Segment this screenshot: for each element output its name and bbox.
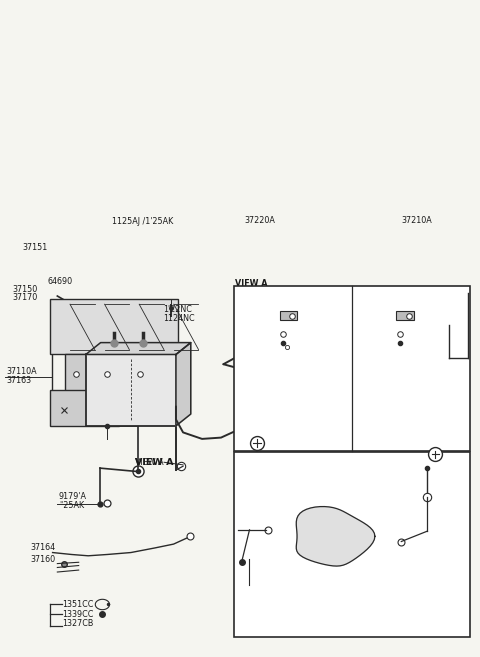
Bar — [234, 452, 470, 637]
Polygon shape — [86, 342, 191, 355]
Text: -930302: -930302 — [236, 293, 265, 299]
Text: 37270: 37270 — [237, 499, 260, 505]
Text: 37170: 37170 — [12, 294, 37, 302]
Text: 37255: 37255 — [353, 304, 378, 312]
Text: 64690: 64690 — [48, 277, 73, 286]
Text: 37150: 37150 — [12, 285, 37, 294]
Bar — [50, 390, 119, 426]
Bar — [50, 300, 179, 355]
Text: 37210A: 37210A — [401, 215, 432, 225]
Text: 37220A: 37220A — [245, 215, 276, 225]
Text: 930302-: 930302- — [353, 293, 382, 299]
Text: 1327CB: 1327CB — [62, 620, 94, 629]
Polygon shape — [296, 507, 375, 566]
Text: 1339CD: 1339CD — [236, 332, 264, 338]
Text: VIFW A: VIFW A — [235, 279, 268, 288]
Bar — [396, 311, 414, 321]
Text: ''25AK: ''25AK — [59, 501, 84, 510]
Text: (COWL TOP PNL): (COWL TOP PNL) — [340, 533, 397, 539]
Text: 37110A: 37110A — [7, 367, 37, 376]
Text: 1'22NC: 1'22NC — [163, 305, 192, 314]
Text: 37255: 37255 — [236, 304, 262, 312]
Text: VIEW A: VIEW A — [135, 458, 173, 466]
Text: 1351CC: 1351CC — [62, 600, 94, 609]
Polygon shape — [176, 342, 191, 426]
Text: L: L — [392, 304, 396, 312]
Text: ''140FS: ''140FS — [256, 455, 281, 461]
Text: 37163: 37163 — [7, 376, 32, 385]
Bar — [279, 311, 297, 321]
Text: 37250A: 37250A — [245, 351, 272, 357]
Text: 9179'A: 9179'A — [247, 510, 271, 516]
Text: 37151: 37151 — [23, 243, 48, 252]
Text: -37270: -37270 — [382, 520, 406, 526]
Text: VIEW A: VIEW A — [135, 458, 163, 466]
Text: 1124NC: 1124NC — [163, 313, 194, 323]
Text: 1339CD: 1339CD — [353, 332, 381, 338]
Bar — [65, 355, 159, 394]
Text: 9179'A: 9179'A — [59, 491, 87, 501]
Text: 1125AJ /1'25AK: 1125AJ /1'25AK — [112, 217, 173, 227]
Text: 37210A: 37210A — [353, 340, 380, 346]
Text: (SURGE TANK): (SURGE TANK) — [297, 478, 347, 484]
Text: 37210A: 37210A — [236, 340, 264, 346]
Text: 37164: 37164 — [30, 543, 55, 553]
Text: 1339CC: 1339CC — [62, 610, 94, 619]
Text: 37160: 37160 — [30, 555, 55, 564]
Bar — [234, 286, 470, 451]
Bar — [86, 355, 176, 426]
